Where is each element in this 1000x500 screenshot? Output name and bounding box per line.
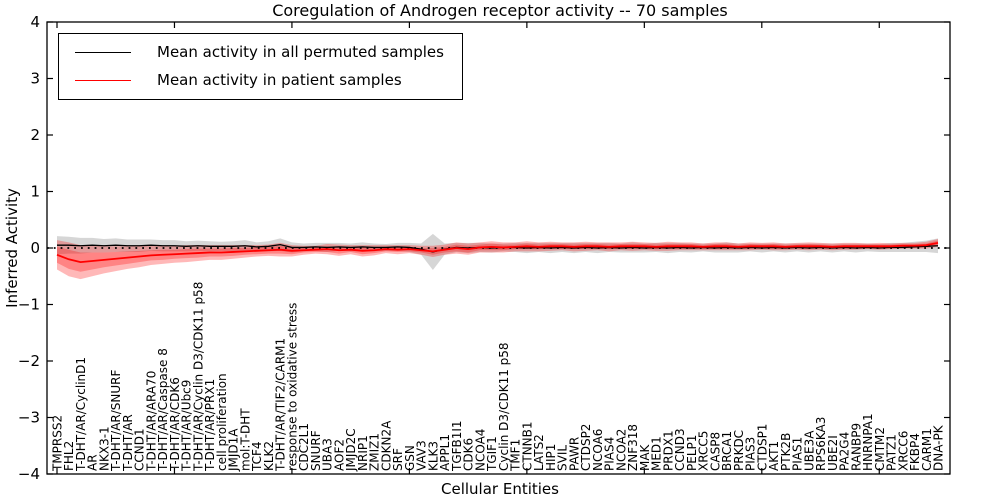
category-label: HNRNPA1 [861, 413, 875, 471]
y-tick-label: 1 [30, 183, 40, 201]
category-label: HIP1 [544, 444, 558, 471]
category-label: RPS6KA3 [814, 417, 828, 471]
category-label: APPL1 [438, 434, 452, 471]
y-tick-label: 2 [30, 126, 40, 144]
category-label: TMPRSS2 [51, 415, 65, 472]
category-label: AKT1 [767, 441, 781, 471]
category-label: response to oxidative stress [285, 303, 299, 471]
category-label: NCOA4 [473, 429, 487, 471]
legend-label-patient: Mean activity in patient samples [157, 71, 402, 89]
category-label: T-DHT/AR/SNURF [109, 370, 123, 473]
category-label: Cyclin D3/CDK11 p58 [497, 342, 511, 471]
category-label: PTK2B [779, 433, 793, 471]
category-label: PIAS1 [791, 437, 805, 471]
legend-entry-permuted: Mean activity in all permuted samples [75, 43, 444, 61]
category-label: CARM1 [920, 428, 934, 471]
category-label: CMTM2 [873, 427, 887, 471]
category-label: T-DHT/AR/Ubc9 [180, 380, 194, 472]
category-label: XRCC6 [896, 431, 910, 471]
category-label: SRF [391, 448, 405, 471]
category-label: GSN [403, 445, 417, 471]
category-label: VAV3 [415, 440, 429, 471]
category-label: NKX3-1 [97, 426, 111, 471]
y-tick-label: 0 [30, 239, 40, 257]
category-label: XRCC5 [697, 431, 711, 471]
permuted-std-band [57, 233, 938, 271]
category-label: CASP8 [708, 432, 722, 471]
y-tick-label: −3 [18, 409, 40, 427]
legend-entry-patient: Mean activity in patient samples [75, 71, 444, 89]
category-label: cell proliferation [215, 373, 229, 471]
category-label: PRDX1 [661, 430, 675, 471]
category-label: TGFB1I1 [450, 420, 464, 472]
category-label: mol:T-DHT [238, 408, 252, 471]
category-label: CDKN2A [379, 420, 393, 471]
category-label: FKBP4 [908, 433, 922, 471]
category-label: T-DHT/AR/PRX1 [203, 379, 217, 472]
category-label: CTDSP1 [755, 424, 769, 471]
category-label: NCOA2 [614, 429, 628, 471]
category-label: PA2G4 [838, 432, 852, 471]
category-label: KLK3 [426, 441, 440, 471]
category-label: PIAS3 [744, 437, 758, 471]
category-label: T-DHT/AR [121, 414, 135, 472]
category-label: CDK6 [462, 438, 476, 471]
category-label: TMF1 [509, 439, 523, 472]
category-label: MAK [638, 443, 652, 471]
category-label: PAWR [567, 437, 581, 471]
category-label: KLK2 [262, 441, 276, 471]
category-label: FHL2 [62, 441, 76, 471]
legend-label-permuted: Mean activity in all permuted samples [157, 43, 444, 61]
chart-title: Coregulation of Androgen receptor activi… [272, 1, 728, 20]
category-label: CCND1 [133, 428, 147, 471]
permuted-line-swatch [75, 51, 131, 53]
y-tick-label: 4 [30, 13, 40, 31]
category-label: T-DHT/AR/ARA70 [144, 371, 158, 472]
category-label: NRIP1 [356, 435, 370, 471]
category-label: UBE3A [802, 430, 816, 471]
category-label: PELP1 [685, 435, 699, 471]
category-label: LATS2 [532, 434, 546, 471]
category-label: CTNNB1 [520, 421, 534, 471]
category-label: SVIL [556, 445, 570, 471]
y-tick-label: 3 [30, 70, 40, 88]
category-label: AR [86, 454, 100, 471]
category-label: T-DHT/AR/CyclinD1 [74, 357, 88, 472]
category-label: ZMIZ1 [368, 433, 382, 471]
category-label: AOF2 [332, 439, 346, 471]
category-label: T-DHT/AR/TIF2/CARM1 [274, 338, 288, 472]
category-label: JMJD2C [344, 428, 358, 472]
y-tick-label: −4 [18, 465, 40, 483]
category-label: T-DHT/AR/Cyclin D3/CDK11 p58 [191, 282, 205, 472]
category-label: ZNF318 [626, 424, 640, 471]
category-label: BRCA1 [720, 431, 734, 471]
category-label: NCOA6 [591, 429, 605, 471]
category-label: PIAS4 [603, 437, 617, 471]
category-label: CCND3 [673, 428, 687, 471]
category-label: UBA3 [321, 438, 335, 471]
x-axis-label: Cellular Entities [441, 480, 559, 498]
category-label: CTDSP2 [579, 424, 593, 471]
category-label: PATZ1 [885, 434, 899, 471]
category-label: RANBP9 [849, 423, 863, 471]
y-tick-label: −1 [18, 296, 40, 314]
category-label: JMJD1A [227, 428, 241, 472]
category-label: TCF4 [250, 441, 264, 472]
legend: Mean activity in all permuted samples Me… [58, 33, 463, 100]
patient-line-swatch [75, 79, 131, 81]
category-label: MED1 [650, 436, 664, 471]
category-label: T-DHT/AR/Caspase 8 [156, 348, 170, 472]
category-label: UBE2I [826, 435, 840, 471]
y-tick-label: −2 [18, 352, 40, 370]
category-label: CDC2L1 [297, 423, 311, 471]
category-label: T-DHT/AR/CDK6 [168, 377, 182, 472]
category-label: SNURF [309, 430, 323, 471]
category-label: PRKDC [732, 430, 746, 471]
mean-patient-line [56, 242, 939, 264]
category-label: DNA-PK [932, 424, 946, 471]
category-label: TGIF1 [485, 436, 499, 472]
